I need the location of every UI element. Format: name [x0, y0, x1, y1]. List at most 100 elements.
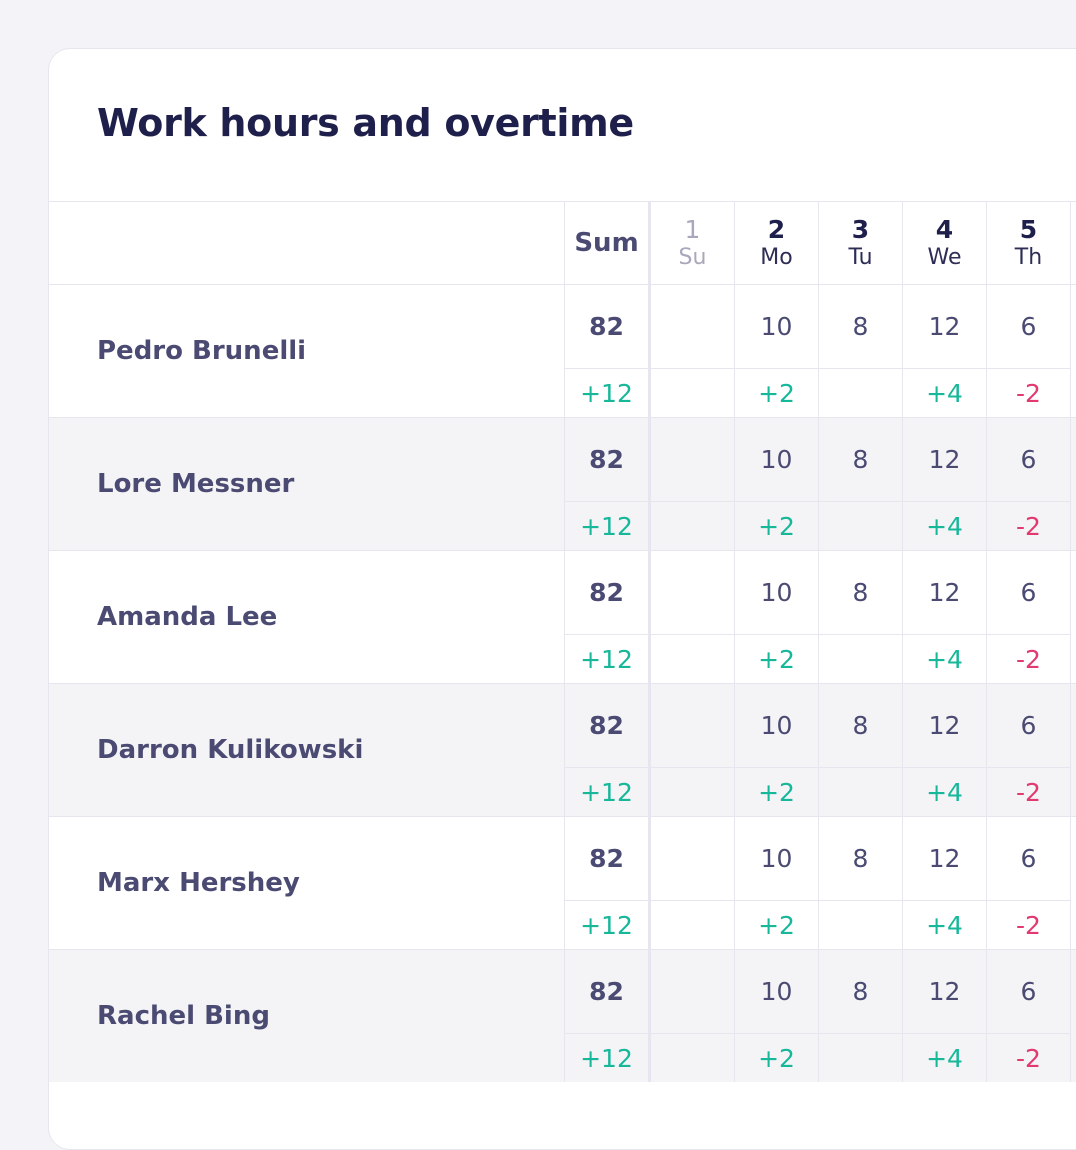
day-overtime: +4	[926, 777, 963, 807]
header-day: 5 Th	[987, 202, 1071, 284]
day-name: Tu	[848, 244, 873, 270]
day-cell[interactable]	[651, 551, 735, 683]
sum-hours: 82	[565, 817, 648, 901]
day-overtime: -2	[1016, 644, 1041, 674]
header-sum: Sum	[565, 202, 651, 284]
day-cell[interactable]: 8	[819, 684, 903, 816]
sum-overtime: +12	[580, 777, 633, 807]
sum-cell: 82 +12	[565, 684, 651, 816]
day-overtime	[819, 369, 902, 417]
table-row[interactable]: Lore Messner 82 +12 10 +2 8 12 +4 6 -2	[49, 417, 1076, 550]
day-cell[interactable]: 10 +2	[735, 418, 819, 550]
day-cell[interactable]: 6 -2	[987, 817, 1071, 949]
day-hours: 12	[903, 684, 986, 768]
day-overtime	[651, 635, 734, 683]
day-cell[interactable]: 6 -2	[987, 285, 1071, 417]
employee-name: Darron Kulikowski	[49, 684, 565, 816]
sum-hours: 82	[565, 551, 648, 635]
day-overtime	[651, 768, 734, 816]
day-cell[interactable]: 8	[819, 950, 903, 1082]
day-overtime: +2	[758, 910, 795, 940]
day-cell[interactable]	[651, 817, 735, 949]
day-hours: 12	[903, 418, 986, 502]
day-overtime: +4	[926, 378, 963, 408]
employee-name: Marx Hershey	[49, 817, 565, 949]
table-row[interactable]: Rachel Bing 82 +12 10 +2 8 12 +4 6 -2	[49, 949, 1076, 1082]
day-overtime	[651, 901, 734, 949]
day-hours: 6	[987, 551, 1070, 635]
header-day: 2 Mo	[735, 202, 819, 284]
work-hours-card: Work hours and overtime Sum 1 Su 2 Mo 3 …	[48, 48, 1076, 1150]
sum-hours: 82	[565, 684, 648, 768]
day-hours	[651, 551, 734, 635]
day-hours: 12	[903, 950, 986, 1034]
sum-overtime: +12	[580, 910, 633, 940]
day-cell[interactable]: 10 +2	[735, 950, 819, 1082]
sum-overtime: +12	[580, 1043, 633, 1073]
day-overtime: +4	[926, 910, 963, 940]
day-overtime: +4	[926, 511, 963, 541]
day-cell[interactable]	[651, 684, 735, 816]
sum-overtime: +12	[580, 644, 633, 674]
day-overtime: +2	[758, 644, 795, 674]
day-number: 4	[935, 214, 954, 244]
header-day: 4 We	[903, 202, 987, 284]
day-cell[interactable]: 6 -2	[987, 551, 1071, 683]
sum-cell: 82 +12	[565, 285, 651, 417]
sum-hours: 82	[565, 950, 648, 1034]
day-cell[interactable]: 10 +2	[735, 684, 819, 816]
day-cell[interactable]: 12 +4	[903, 418, 987, 550]
day-overtime: +2	[758, 777, 795, 807]
day-overtime	[819, 1034, 902, 1082]
day-cell[interactable]: 12 +4	[903, 285, 987, 417]
day-cell[interactable]: 8	[819, 285, 903, 417]
day-hours: 6	[987, 418, 1070, 502]
day-hours: 10	[735, 950, 818, 1034]
page-title: Work hours and overtime	[97, 101, 634, 145]
employee-name: Amanda Lee	[49, 551, 565, 683]
day-overtime	[819, 768, 902, 816]
header-day: 3 Tu	[819, 202, 903, 284]
day-cell[interactable]: 10 +2	[735, 551, 819, 683]
employee-name: Rachel Bing	[49, 950, 565, 1082]
day-cell[interactable]: 8	[819, 551, 903, 683]
day-cell[interactable]	[651, 418, 735, 550]
sum-hours: 82	[565, 285, 648, 369]
day-cell[interactable]	[651, 950, 735, 1082]
table-row[interactable]: Darron Kulikowski 82 +12 10 +2 8 12 +4 6 -2	[49, 683, 1076, 816]
table-row[interactable]: Pedro Brunelli 82 +12 10 +2 8 12 +4 6 -2	[49, 284, 1076, 417]
day-hours	[651, 817, 734, 901]
day-hours: 10	[735, 418, 818, 502]
sum-cell: 82 +12	[565, 950, 651, 1082]
day-hours: 6	[987, 684, 1070, 768]
day-cell[interactable]: 6 -2	[987, 684, 1071, 816]
day-cell[interactable]	[651, 285, 735, 417]
day-overtime: -2	[1016, 777, 1041, 807]
day-cell[interactable]: 8	[819, 418, 903, 550]
table-header-row: Sum 1 Su 2 Mo 3 Tu 4 We 5 Th	[49, 201, 1076, 284]
day-cell[interactable]: 12 +4	[903, 817, 987, 949]
day-number: 5	[1019, 214, 1038, 244]
day-hours	[651, 950, 734, 1034]
day-cell[interactable]: 8	[819, 817, 903, 949]
day-cell[interactable]: 6 -2	[987, 418, 1071, 550]
day-hours: 10	[735, 684, 818, 768]
day-hours: 6	[987, 950, 1070, 1034]
day-cell[interactable]: 12 +4	[903, 551, 987, 683]
day-overtime: +4	[926, 1043, 963, 1073]
day-cell[interactable]: 6 -2	[987, 950, 1071, 1082]
day-overtime: +4	[926, 644, 963, 674]
day-hours: 8	[819, 285, 902, 369]
day-hours: 12	[903, 285, 986, 369]
day-hours: 10	[735, 817, 818, 901]
table-row[interactable]: Marx Hershey 82 +12 10 +2 8 12 +4 6 -2	[49, 816, 1076, 949]
day-cell[interactable]: 12 +4	[903, 950, 987, 1082]
day-cell[interactable]: 10 +2	[735, 817, 819, 949]
day-cell[interactable]: 12 +4	[903, 684, 987, 816]
day-cell[interactable]: 10 +2	[735, 285, 819, 417]
employee-name: Lore Messner	[49, 418, 565, 550]
table-row[interactable]: Amanda Lee 82 +12 10 +2 8 12 +4 6 -2	[49, 550, 1076, 683]
day-overtime: -2	[1016, 1043, 1041, 1073]
header-name-cell	[49, 202, 565, 284]
day-number: 2	[767, 214, 786, 244]
